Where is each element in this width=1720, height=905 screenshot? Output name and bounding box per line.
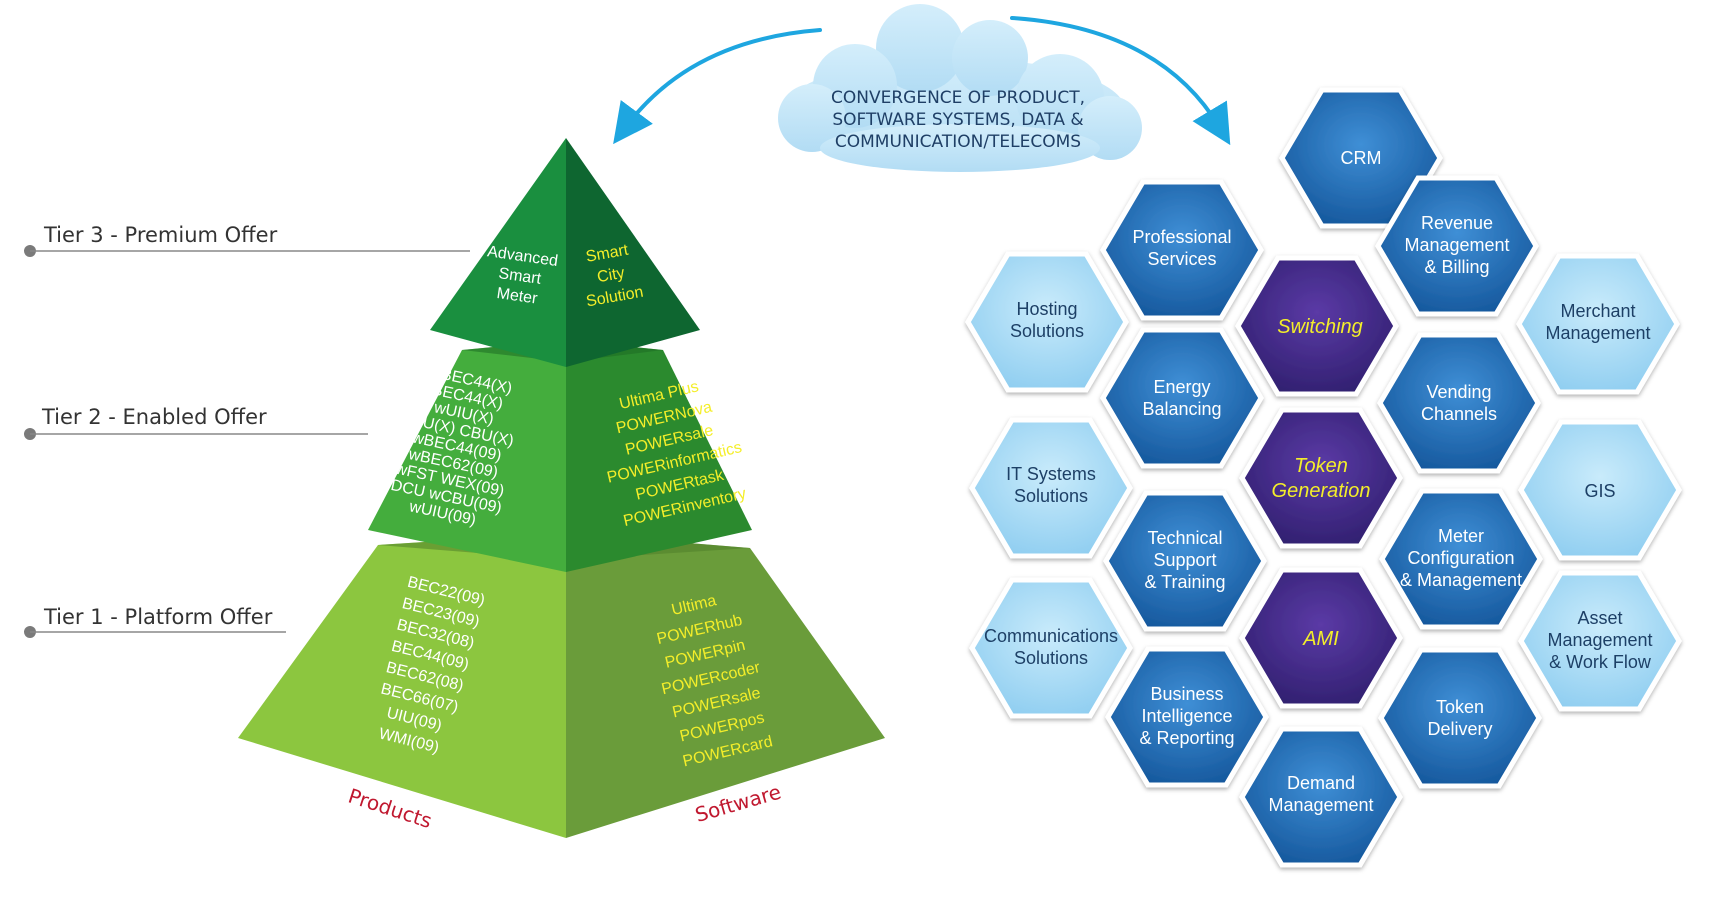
hex-asset-management-line-2: & Work Flow <box>1549 652 1652 672</box>
hex-professional-services: Professional Services <box>1100 179 1264 321</box>
hex-token-delivery-line-0: Token <box>1436 697 1484 717</box>
hex-revenue-management: Revenue Management & Billing <box>1375 175 1539 317</box>
hex-technical-support-line-0: Technical <box>1147 528 1222 548</box>
hex-switching: Switching <box>1235 255 1399 397</box>
hex-business-intelligence-line-1: Intelligence <box>1141 706 1232 726</box>
hex-token-delivery-line-1: Delivery <box>1427 719 1492 739</box>
hex-merchant-management-line-1: Management <box>1545 323 1650 343</box>
tier-3-label: Tier 3 - Premium Offer <box>24 223 470 257</box>
hex-communications-solutions: Communications Solutions <box>969 577 1133 719</box>
cloud-line-1: SOFTWARE SYSTEMS, DATA & <box>832 110 1083 130</box>
hex-crm: CRM <box>1279 87 1443 229</box>
hex-business-intelligence-line-2: & Reporting <box>1139 728 1234 748</box>
pyramid-tier-1 <box>238 533 885 838</box>
hex-it-systems-solutions: IT Systems Solutions <box>969 417 1133 559</box>
hex-hosting-solutions-line-1: Solutions <box>1010 321 1084 341</box>
hex-switching-line-0: Switching <box>1277 316 1363 338</box>
hex-ami: AMI <box>1239 567 1403 709</box>
tier-3-software-face <box>566 138 700 367</box>
hex-meter-configuration: Meter Configuration & Management <box>1379 488 1543 630</box>
pyramid-tier-3 <box>430 138 700 367</box>
hex-vending-channels-line-0: Vending <box>1426 382 1491 402</box>
hex-business-intelligence: Business Intelligence & Reporting <box>1105 646 1269 788</box>
hex-it-systems-solutions-line-1: Solutions <box>1014 486 1088 506</box>
hex-hosting-solutions: Hosting Solutions <box>965 251 1129 393</box>
hex-meter-configuration-line-1: Configuration <box>1407 548 1514 568</box>
arrow-to-pyramid <box>613 28 822 145</box>
hex-technical-support: Technical Support & Training <box>1103 490 1267 632</box>
hex-hosting-solutions-line-0: Hosting <box>1016 299 1077 319</box>
tier-1-label-text: Tier 1 - Platform Offer <box>43 605 273 629</box>
hex-ami-line-0: AMI <box>1302 628 1339 650</box>
hex-gis: GIS <box>1518 419 1682 561</box>
tier-3-label-text: Tier 3 - Premium Offer <box>43 223 278 247</box>
hex-revenue-management-line-1: Management <box>1404 235 1509 255</box>
tier-1-software-face <box>566 533 885 838</box>
hex-technical-support-line-1: Support <box>1153 550 1216 570</box>
hex-energy-balancing-line-0: Energy <box>1153 377 1210 397</box>
hex-professional-services-line-0: Professional <box>1132 227 1231 247</box>
hex-energy-balancing: Energy Balancing <box>1100 327 1264 469</box>
hex-token-delivery: Token Delivery <box>1378 647 1542 789</box>
cloud-line-0: CONVERGENCE OF PRODUCT, <box>831 88 1085 108</box>
hex-demand-management-line-0: Demand <box>1287 773 1355 793</box>
hex-revenue-management-line-2: & Billing <box>1424 257 1489 277</box>
hex-communications-solutions-line-0: Communications <box>984 626 1118 646</box>
convergence-cloud: CONVERGENCE OF PRODUCT, SOFTWARE SYSTEMS… <box>778 4 1142 172</box>
hex-technical-support-line-2: & Training <box>1144 572 1225 592</box>
tier-3-product-2: Meter <box>496 285 540 308</box>
hex-asset-management-line-0: Asset <box>1577 608 1622 628</box>
hex-demand-management: Demand Management <box>1239 726 1403 868</box>
hex-meter-configuration-line-0: Meter <box>1438 526 1484 546</box>
convergence-arrows <box>613 16 1231 146</box>
tier-2-software-face <box>566 340 752 572</box>
tier-2-label: Tier 2 - Enabled Offer <box>24 405 368 440</box>
hex-token-generation: Token Generation <box>1239 407 1403 549</box>
hex-communications-solutions-line-1: Solutions <box>1014 648 1088 668</box>
hex-gis-line-0: GIS <box>1584 481 1615 501</box>
arrow-to-hexagons <box>1010 16 1231 146</box>
hex-token-generation-line-1: Generation <box>1272 480 1371 502</box>
hex-vending-channels: Vending Channels <box>1377 332 1541 474</box>
tier-labels: Tier 3 - Premium Offer Tier 2 - Enabled … <box>24 223 470 638</box>
hexagon-honeycomb: CRM Professional Services Revenue Manage… <box>965 87 1682 868</box>
tier-2-label-text: Tier 2 - Enabled Offer <box>41 405 267 429</box>
hex-vending-channels-line-1: Channels <box>1421 404 1497 424</box>
pyramid: Advanced Smart Meter Smart City Solution… <box>238 138 885 838</box>
hex-meter-configuration-line-2: & Management <box>1400 570 1522 590</box>
hex-crm-line-0: CRM <box>1341 148 1382 168</box>
hex-asset-management: Asset Management & Work Flow <box>1518 570 1682 712</box>
cloud-shape <box>778 4 1142 172</box>
tier-2-products-face <box>368 340 566 572</box>
cloud-line-2: COMMUNICATION/TELECOMS <box>835 132 1081 152</box>
tier-3-product-1: Smart <box>497 265 542 288</box>
tier-3-products-face <box>430 138 566 367</box>
hex-energy-balancing-line-1: Balancing <box>1142 399 1221 419</box>
hex-token-generation-line-0: Token <box>1294 455 1348 477</box>
hex-business-intelligence-line-0: Business <box>1150 684 1223 704</box>
hex-revenue-management-line-0: Revenue <box>1421 213 1493 233</box>
tier-1-products-face <box>238 533 566 838</box>
hex-merchant-management: Merchant Management <box>1516 253 1680 395</box>
hex-it-systems-solutions-line-0: IT Systems <box>1006 464 1096 484</box>
hex-asset-management-line-1: Management <box>1547 630 1652 650</box>
tier-3-software-1: City <box>596 265 626 287</box>
hex-demand-management-line-1: Management <box>1268 795 1373 815</box>
hex-professional-services-line-1: Services <box>1147 249 1216 269</box>
hex-merchant-management-line-0: Merchant <box>1560 301 1635 321</box>
tier-1-label: Tier 1 - Platform Offer <box>24 605 286 638</box>
